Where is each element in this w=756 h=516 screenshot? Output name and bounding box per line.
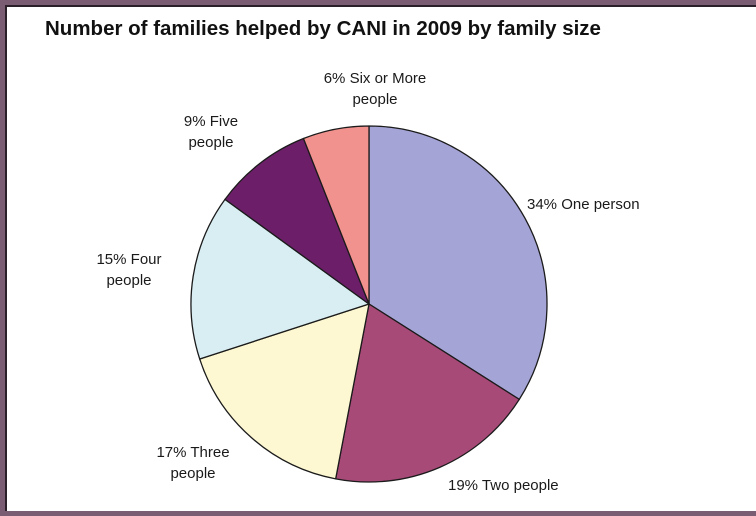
pie-slices <box>190 125 548 483</box>
pie-labels: 34% One person 19% Two people 17% Three peo… <box>96 70 639 494</box>
slice-label: 9% Five people <box>184 113 238 151</box>
slice-label: 19% Two people <box>448 477 559 494</box>
slice-label: 17% Three people <box>156 444 229 482</box>
pie-slice <box>335 303 520 483</box>
pie-slice <box>190 198 370 360</box>
chart-title: Number of families helped by CANI in 200… <box>45 17 601 40</box>
pie-slice <box>302 125 370 305</box>
pie-slice <box>368 125 548 401</box>
chart-border <box>5 5 756 511</box>
pie-chart: 34% One person 19% Two people 17% Three peo… <box>96 70 639 494</box>
slice-label: 15% Four people <box>96 251 161 289</box>
pie-slice <box>199 303 370 480</box>
slice-label: 6% Six or More people <box>324 70 427 108</box>
pie-slice <box>224 137 370 305</box>
slice-label: 34% One person <box>527 196 640 213</box>
